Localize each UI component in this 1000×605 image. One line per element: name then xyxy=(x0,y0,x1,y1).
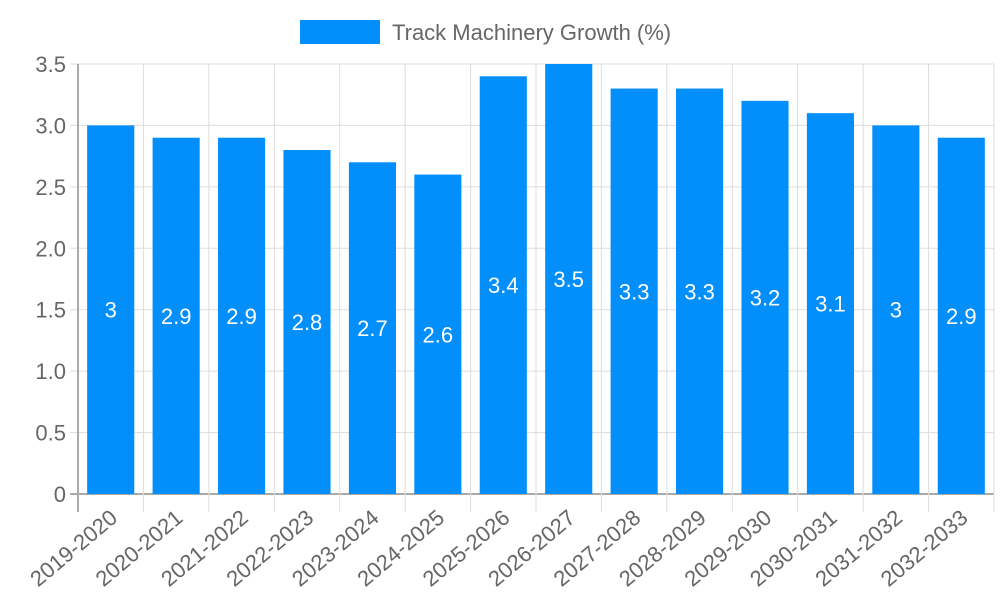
bar[interactable] xyxy=(676,88,724,495)
y-axis: 0 0.5 1.0 1.5 2.0 2.5 3.0 3.5 xyxy=(35,52,66,507)
y-tick-label: 2.0 xyxy=(35,236,66,261)
bar-value-label: 2.9 xyxy=(161,304,192,329)
bar[interactable] xyxy=(414,174,462,495)
x-axis: 2019-20202020-20212021-20222022-20232023… xyxy=(25,505,972,592)
bar[interactable] xyxy=(152,137,200,494)
bar[interactable] xyxy=(479,76,527,495)
bar-value-label: 3.4 xyxy=(488,273,519,298)
bar[interactable] xyxy=(283,150,331,494)
bar[interactable] xyxy=(348,162,396,495)
bar[interactable] xyxy=(87,125,135,494)
bars: 3 2.9 2.9 2.8 2.7 2.6 3.4 3.5 3.3 3.3 3.2 3.1 3 2.9 xyxy=(87,64,985,495)
y-tick-label: 2.5 xyxy=(35,175,66,200)
bar[interactable] xyxy=(610,88,658,495)
bar[interactable] xyxy=(741,100,789,494)
y-tick-label: 1.0 xyxy=(35,359,66,384)
bar[interactable] xyxy=(937,137,985,494)
bar[interactable] xyxy=(872,125,920,494)
legend-swatch xyxy=(300,20,380,44)
bar-value-label: 2.9 xyxy=(946,304,977,329)
bar[interactable] xyxy=(545,64,593,494)
y-tick-label: 0.5 xyxy=(35,421,66,446)
bar-value-label: 3.3 xyxy=(684,279,715,304)
bar-value-label: 2.7 xyxy=(357,316,388,341)
bar-value-label: 2.6 xyxy=(423,322,454,347)
bar-value-label: 3 xyxy=(890,298,902,323)
bar[interactable] xyxy=(218,137,266,494)
legend-label: Track Machinery Growth (%) xyxy=(392,20,671,45)
grid-lines xyxy=(70,63,995,512)
bar-value-label: 3 xyxy=(105,298,117,323)
bar-value-label: 3.5 xyxy=(553,267,584,292)
y-tick-label: 1.5 xyxy=(35,298,66,323)
bar-value-label: 3.3 xyxy=(619,279,650,304)
bar-value-label: 2.8 xyxy=(292,310,323,335)
legend[interactable]: Track Machinery Growth (%) xyxy=(300,20,671,45)
bar-value-label: 2.9 xyxy=(226,304,257,329)
bar-value-label: 3.1 xyxy=(815,292,846,317)
y-tick-label: 3.5 xyxy=(35,52,66,77)
y-tick-label: 0 xyxy=(54,482,66,507)
y-tick-label: 3.0 xyxy=(35,113,66,138)
bar-value-label: 3.2 xyxy=(750,285,781,310)
bar[interactable] xyxy=(806,113,854,495)
